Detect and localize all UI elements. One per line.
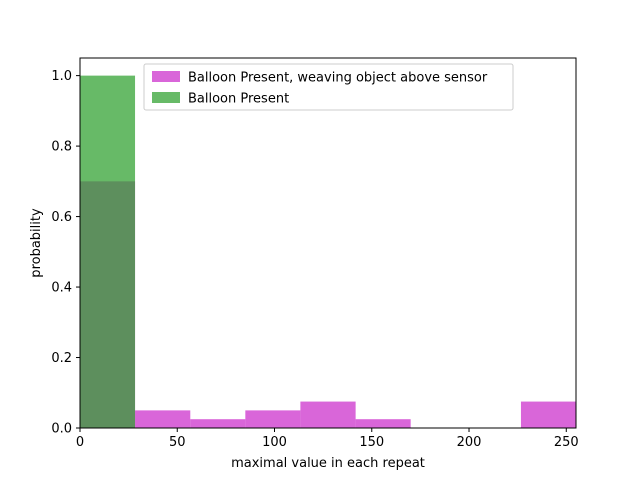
bar-series0-bin8 (520, 401, 576, 428)
x-tick-label: 200 (457, 435, 482, 450)
y-tick-label: 0.0 (51, 422, 72, 437)
legend-swatch (152, 71, 180, 82)
legend-label: Balloon Present, weaving object above se… (188, 71, 488, 86)
x-axis-ticks: 0 50 100 150 200 250 (76, 428, 579, 450)
x-axis-label: maximal value in each repeat (231, 456, 425, 471)
x-tick-label: 0 (76, 435, 84, 450)
y-tick-label: 0.8 (51, 140, 72, 155)
legend: Balloon Present, weaving object above se… (143, 63, 514, 111)
y-tick-label: 1.0 (51, 69, 72, 84)
y-tick-label: 0.4 (51, 281, 72, 296)
x-tick-label: 100 (262, 435, 287, 450)
bar-series0-bin3 (245, 410, 301, 428)
y-tick-label: 0.6 (51, 210, 72, 225)
bar-series0-bin4 (300, 401, 356, 428)
bar-series0-bin1 (135, 410, 191, 428)
x-tick-label: 50 (169, 435, 186, 450)
legend-box (143, 63, 514, 111)
y-tick-label: 0.2 (51, 351, 72, 366)
legend-swatch (152, 92, 180, 103)
bar-series0-bin2 (190, 419, 246, 428)
bar-series1-bin0 (80, 75, 136, 428)
x-tick-label: 150 (359, 435, 384, 450)
y-axis-ticks: 0.0 0.2 0.4 0.6 0.8 1.0 (51, 69, 80, 437)
bars-layer (80, 75, 576, 428)
x-tick-label: 250 (554, 435, 579, 450)
axes-frame (79, 57, 577, 429)
y-axis-label: probability (29, 208, 44, 278)
legend-label: Balloon Present (188, 92, 289, 107)
bar-series0-bin5 (355, 419, 411, 428)
